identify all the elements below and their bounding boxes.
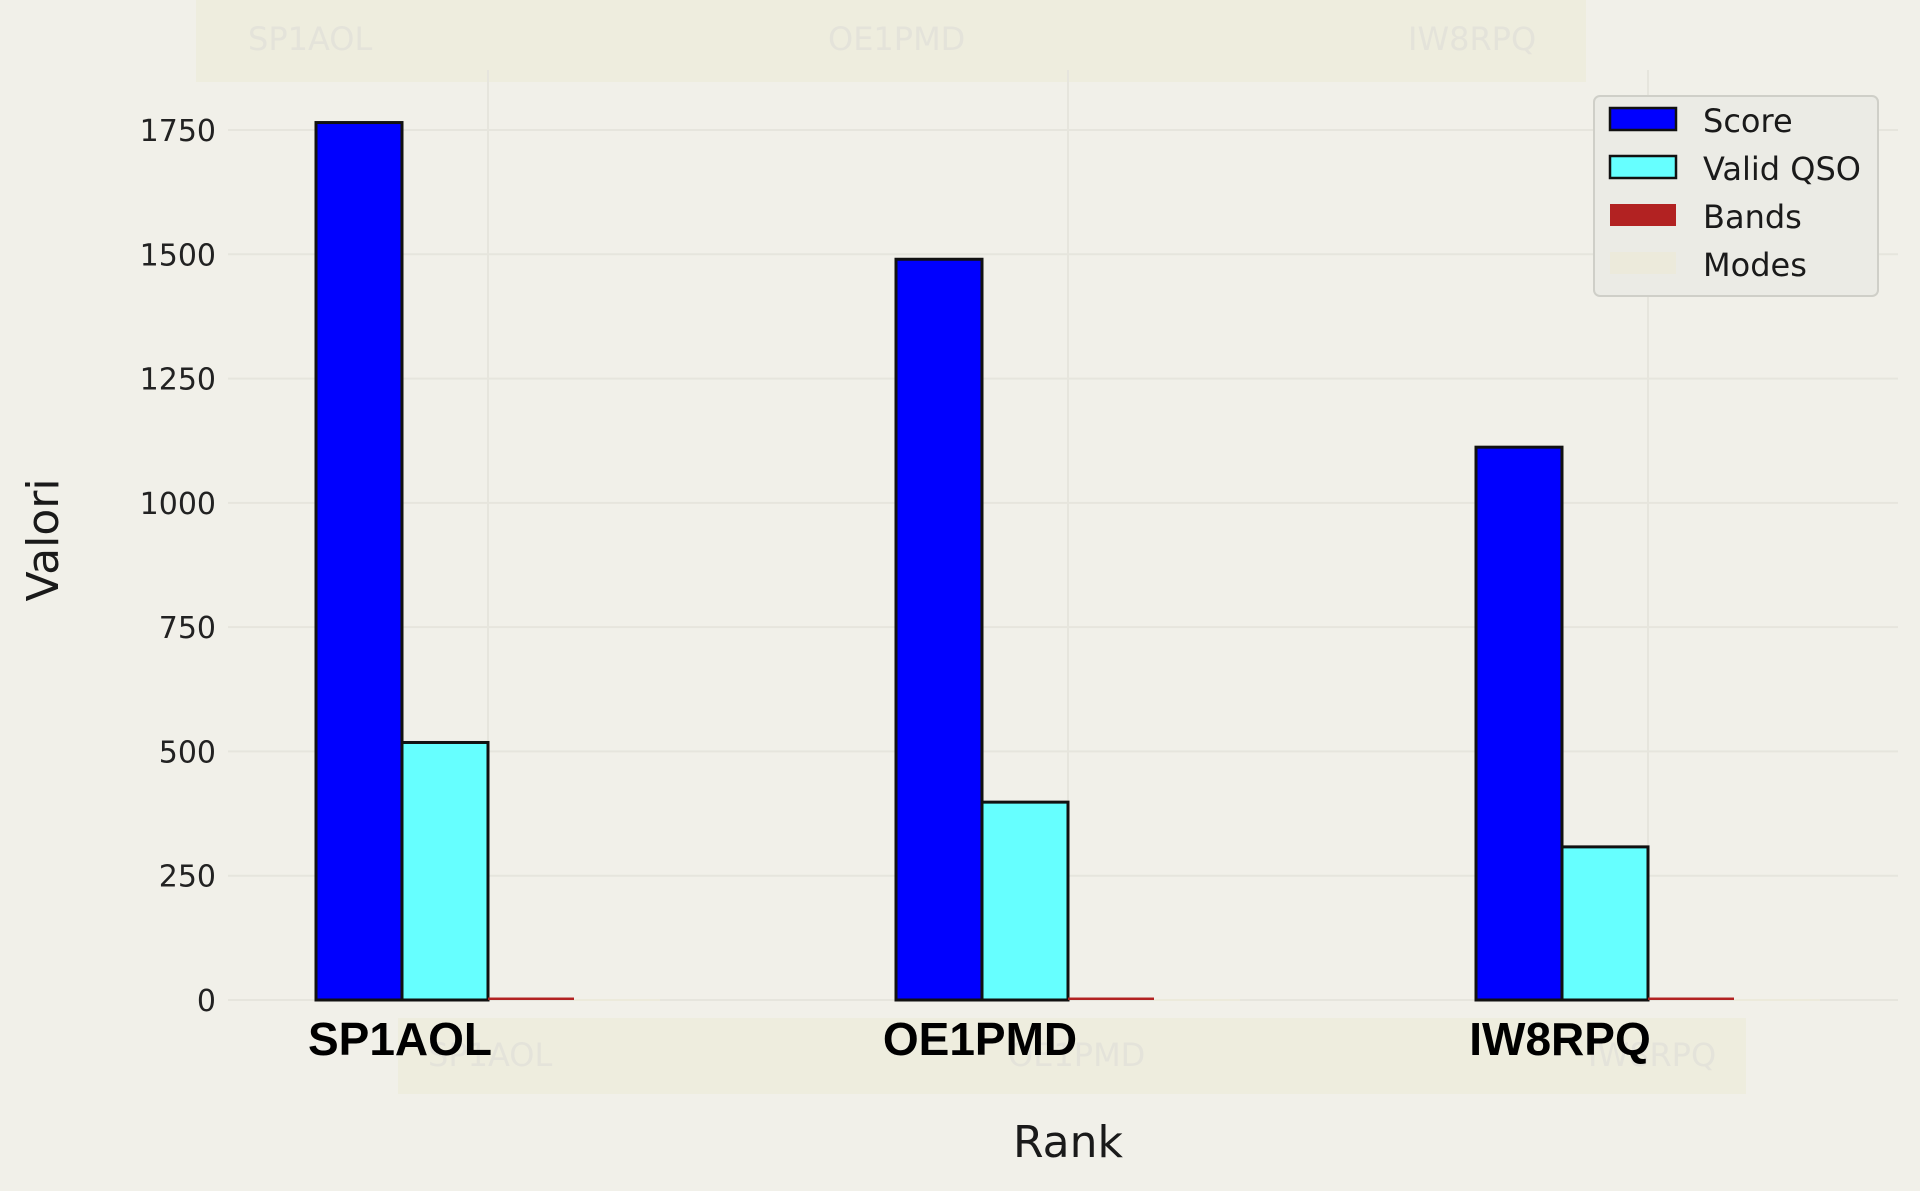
y-tick-label: 0	[197, 984, 216, 1019]
legend-swatch	[1610, 204, 1676, 226]
legend: Score Valid QSO Bands Modes	[1593, 95, 1879, 297]
x-category-label: OE1PMD	[883, 1013, 1077, 1065]
legend-swatch	[1608, 154, 1678, 180]
bar-bands-sp1aol	[488, 997, 574, 1000]
legend-box	[1593, 95, 1879, 297]
bars: SP1AOL OE1PMD IW8RPQ	[314, 121, 1820, 1094]
ghost-bottom-label: IW8RPQ	[1588, 1036, 1716, 1074]
legend-swatch	[1610, 252, 1676, 274]
legend-label: Modes	[1703, 246, 1807, 284]
x-axis-categories: SP1AOL OE1PMD IW8RPQ	[308, 1013, 1651, 1065]
bar-bands-iw8rpq	[1648, 997, 1734, 1000]
ghost-top-label: SP1AOL	[248, 20, 372, 58]
legend-label: Bands	[1703, 198, 1802, 236]
bar-modes-sp1aol	[574, 999, 660, 1002]
ghost-top-strip: SP1AOL OE1PMD IW8RPQ	[196, 0, 1586, 82]
bar-score-oe1pmd	[894, 257, 984, 1002]
ghost-top-label: IW8RPQ	[1408, 20, 1536, 58]
y-tick-label: 1500	[140, 238, 216, 273]
x-axis-title: Rank	[1013, 1117, 1123, 1168]
y-axis-title: Valori	[18, 478, 69, 601]
bar-valid-qso-iw8rpq	[1560, 845, 1650, 1002]
bar-score-iw8rpq	[1474, 445, 1564, 1002]
ghost-bottom-label: SP1AOL	[428, 1036, 552, 1074]
ghost-bottom-label: OE1PMD	[1008, 1036, 1145, 1074]
ghost-top-label: OE1PMD	[828, 20, 965, 58]
bar-bands-oe1pmd	[1068, 997, 1154, 1000]
ghost-strip-bg	[196, 0, 1586, 82]
x-category-label: SP1AOL	[308, 1013, 492, 1065]
y-tick-label: 750	[159, 611, 216, 646]
bar-valid-qso-sp1aol	[400, 740, 490, 1002]
x-category-label: IW8RPQ	[1469, 1013, 1650, 1065]
bar-score-sp1aol	[314, 121, 404, 1002]
y-tick-label: 1750	[140, 114, 216, 149]
legend-label: Valid QSO	[1703, 150, 1861, 188]
bar-modes-oe1pmd	[1154, 999, 1240, 1002]
ghost-bottom-strip	[398, 1018, 1746, 1094]
bar-valid-qso-oe1pmd	[980, 800, 1070, 1002]
legend-label: Score	[1703, 102, 1793, 140]
legend-swatch	[1608, 106, 1678, 132]
y-tick-label: 250	[159, 860, 216, 895]
y-tick-label: 1250	[140, 363, 216, 398]
y-tick-label: 1000	[140, 487, 216, 522]
y-axis-ticks: 0 250 500 750 1000 1250 1500 1750	[140, 114, 216, 1019]
y-tick-label: 500	[159, 735, 216, 770]
bar-modes-iw8rpq	[1734, 999, 1820, 1002]
